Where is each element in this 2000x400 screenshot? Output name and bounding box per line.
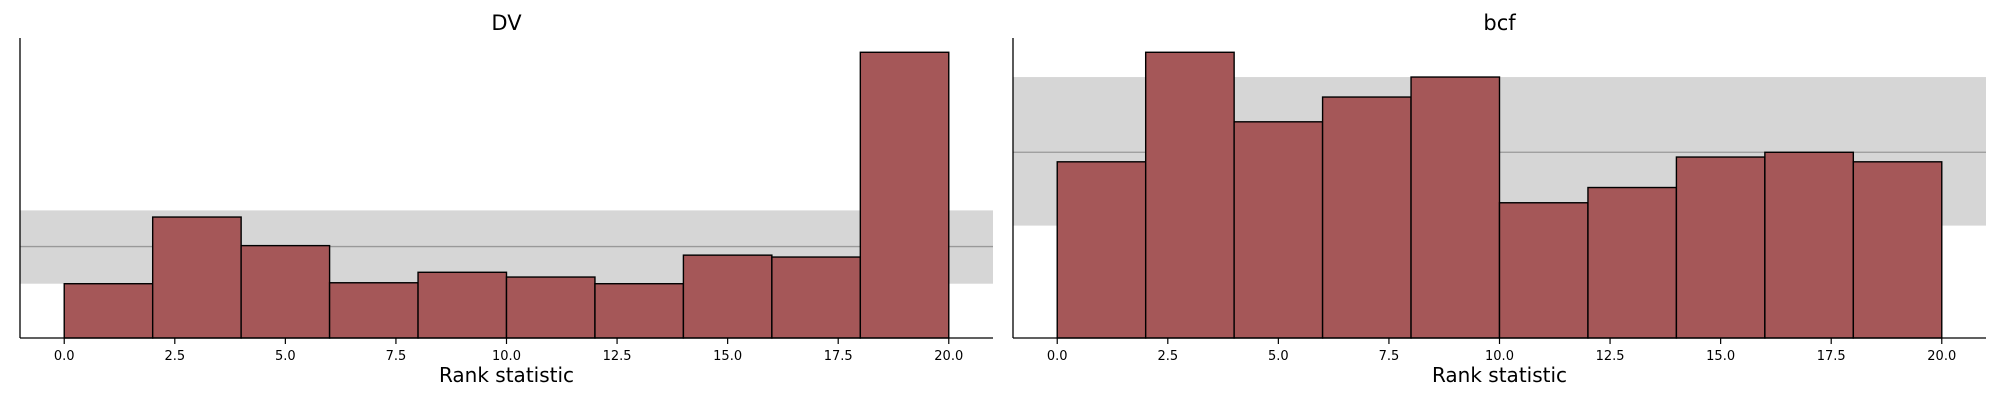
histogram-bar (1410, 76, 1501, 339)
histogram-bar (1852, 161, 1943, 339)
x-tick-label: 17.5 (1817, 349, 1846, 364)
x-tick-label: 0.0 (1047, 349, 1068, 364)
x-tick-label: 12.5 (1596, 349, 1625, 364)
histogram-bar (328, 282, 419, 339)
histogram-bar (859, 51, 950, 339)
histogram-bar (151, 216, 242, 339)
chart-panel-2: 0.0 2.5 5.0 7.5 10.0 12.5 15.0 17.5 20.0 bcf Rank … (1012, 11, 1986, 387)
histogram-bar (1675, 156, 1766, 339)
histogram-bar (682, 254, 773, 339)
histogram-bar (1498, 202, 1589, 339)
x-tick-label: 20.0 (934, 349, 963, 364)
x-tick-label: 7.5 (386, 349, 407, 364)
x-tick-label: 15.0 (1706, 349, 1735, 364)
chart-title: bcf (1483, 11, 1516, 35)
histogram-bar (771, 256, 862, 339)
x-tick-label: 12.5 (603, 349, 632, 364)
x-tick-label: 0.0 (54, 349, 75, 364)
histogram-bar (1233, 121, 1324, 339)
x-tick-label: 2.5 (164, 349, 185, 364)
chart-panel-1: 0.0 2.5 5.0 7.5 10.0 12.5 15.0 17.5 20.0 DV Rank s… (19, 11, 993, 387)
histogram-bar (63, 283, 154, 339)
x-tick-label: 5.0 (275, 349, 296, 364)
histogram-bar (1321, 96, 1412, 339)
histogram-bar (505, 276, 596, 339)
histogram-bar (594, 283, 685, 339)
x-tick-label: 10.0 (1485, 349, 1514, 364)
histogram-bar (1056, 161, 1147, 339)
x-tick-label: 2.5 (1157, 349, 1178, 364)
x-tick-label: 7.5 (1379, 349, 1400, 364)
x-axis-label: Rank statistic (439, 363, 574, 387)
x-tick-label: 20.0 (1927, 349, 1956, 364)
chart-title: DV (491, 11, 522, 35)
histogram-bar (1144, 51, 1235, 339)
x-axis-label: Rank statistic (1432, 363, 1567, 387)
histogram-bar (417, 271, 508, 339)
x-tick-label: 15.0 (713, 349, 742, 364)
x-tick-label: 17.5 (824, 349, 853, 364)
histogram-bar (1764, 151, 1855, 339)
x-tick-label: 5.0 (1268, 349, 1289, 364)
histogram-bar (240, 244, 331, 339)
histogram-bar (1587, 186, 1678, 339)
x-tick-label: 10.0 (492, 349, 521, 364)
